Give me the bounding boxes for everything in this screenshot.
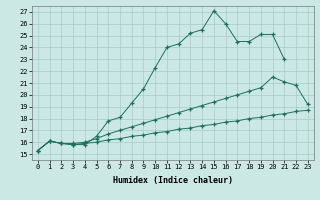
X-axis label: Humidex (Indice chaleur): Humidex (Indice chaleur) <box>113 176 233 185</box>
